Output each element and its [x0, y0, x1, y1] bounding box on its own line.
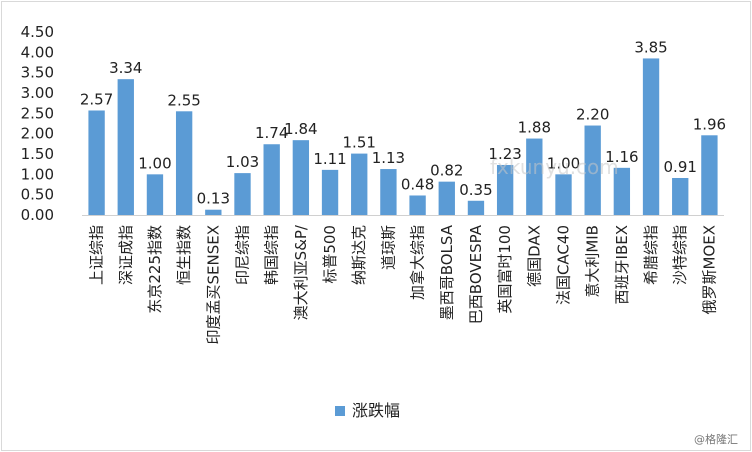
data-label: 2.20: [576, 106, 609, 124]
bar: [380, 169, 397, 215]
bar: [438, 181, 455, 215]
category-label: 德国DAX: [525, 225, 543, 287]
bar: [613, 167, 631, 215]
legend-swatch: [335, 406, 345, 416]
category-label: 沙特综指: [671, 225, 689, 285]
data-label: 1.03: [226, 153, 259, 171]
category-label: 俄罗斯MOEX: [700, 225, 718, 315]
data-label: 0.35: [459, 181, 492, 199]
y-tick-label: 0.00: [21, 206, 54, 224]
data-label: 3.85: [634, 38, 667, 56]
category-label: 标普500: [321, 225, 339, 284]
category-label: 韩国综指: [263, 225, 281, 285]
data-label: 2.57: [80, 90, 113, 108]
category-label: 道琼斯: [379, 225, 397, 270]
bar: [234, 173, 251, 215]
y-tick-label: 1.50: [21, 145, 54, 163]
category-label: 恒生指数: [175, 225, 193, 285]
bar: [642, 58, 660, 215]
category-label: 纳斯达克: [350, 225, 368, 285]
legend-label: 涨跌幅: [352, 401, 400, 420]
category-label: 法国CAC40: [555, 225, 573, 305]
bars-group: [88, 58, 718, 215]
data-label: 1.00: [547, 154, 580, 172]
bar: [263, 144, 280, 215]
watermark: fxkunyu.com: [490, 155, 619, 179]
bar: [117, 79, 134, 215]
category-label: 加拿大综指: [409, 225, 427, 300]
bar: [701, 135, 718, 215]
y-tick-label: 1.00: [21, 165, 54, 183]
y-tick-label: 3.50: [21, 64, 54, 82]
data-label: 1.16: [605, 148, 638, 166]
data-label: 1.00: [138, 154, 171, 172]
category-label: 深证成指: [117, 225, 135, 285]
bar: [205, 209, 222, 215]
bar: [467, 200, 485, 215]
bar: [175, 111, 193, 215]
bar: [321, 169, 339, 215]
category-label: 上证综指: [88, 225, 106, 285]
data-label: 1.96: [693, 115, 726, 133]
bar: [409, 195, 426, 215]
legend: 涨跌幅: [335, 401, 400, 420]
category-label: 西班牙IBEX: [613, 225, 631, 304]
data-label: 2.55: [167, 91, 200, 109]
category-label: 东京225指数: [146, 225, 164, 314]
data-label: 1.23: [488, 145, 521, 163]
bar: [351, 153, 368, 215]
data-label: 0.48: [401, 175, 434, 193]
category-label: 英国富时100: [496, 225, 514, 314]
data-label: 0.82: [430, 162, 463, 180]
bar: [672, 177, 689, 215]
category-label: 印度孟买SENSEX: [204, 225, 222, 345]
bar: [496, 164, 514, 215]
credit-text: @格隆汇: [694, 432, 738, 446]
data-label: 1.88: [518, 119, 551, 137]
bar: [526, 138, 543, 215]
category-label: 墨西哥BOLSA: [438, 224, 456, 320]
data-label: 1.51: [343, 134, 376, 152]
bar: [292, 140, 310, 215]
category-label: 意大利MIB: [584, 225, 602, 298]
data-label: 1.11: [313, 150, 346, 168]
data-label: 1.13: [372, 149, 405, 167]
y-axis: 0.00 0.50 1.00 1.50 2.00 2.50 3.00 3.50 4.00 4.50: [21, 23, 54, 224]
category-label: 希腊综指: [642, 225, 660, 285]
y-tick-label: 3.00: [21, 84, 54, 102]
bar: [555, 174, 572, 215]
data-label: 0.91: [664, 158, 697, 176]
bar: [146, 174, 164, 215]
x-axis: 上证综指 深证成指 东京225指数 恒生指数 印度孟买SENSEX 印尼综指 韩国综指 澳大利…: [82, 215, 724, 345]
data-label: 0.13: [197, 190, 230, 208]
y-tick-label: 2.00: [21, 125, 54, 143]
y-tick-label: 4.00: [21, 43, 54, 61]
data-label: 1.74: [255, 124, 288, 142]
bar: [584, 125, 601, 215]
category-label: 印尼综指: [234, 225, 252, 285]
category-label: 巴西BOVESPA: [467, 224, 485, 324]
y-tick-label: 4.50: [21, 23, 54, 41]
y-tick-label: 2.50: [21, 104, 54, 122]
category-label: 澳大利亚S&P/: [292, 224, 310, 320]
bar: [88, 110, 105, 215]
y-tick-label: 0.50: [21, 186, 54, 204]
data-label: 1.84: [284, 120, 317, 138]
data-label: 3.34: [109, 59, 142, 77]
data-labels-group: 2.57 3.34 1.00 2.55 0.13 1.03 1.741.84 1.111.51…: [80, 38, 726, 207]
